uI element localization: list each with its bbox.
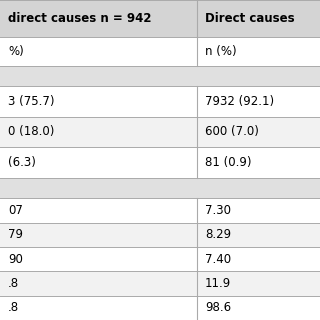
Text: 3 (75.7): 3 (75.7) — [8, 95, 54, 108]
Bar — [0, 223, 320, 247]
Text: 90: 90 — [8, 253, 23, 266]
Text: %): %) — [8, 45, 24, 58]
Text: 600 (7.0): 600 (7.0) — [205, 125, 259, 139]
Text: 81 (0.9): 81 (0.9) — [205, 156, 251, 169]
Text: 07: 07 — [8, 204, 23, 217]
Bar — [0, 178, 320, 198]
Bar — [0, 0, 320, 37]
Bar — [0, 296, 320, 320]
Text: direct causes n = 942: direct causes n = 942 — [8, 12, 151, 25]
Text: 8.29: 8.29 — [205, 228, 231, 241]
Bar — [0, 117, 320, 147]
Bar — [0, 247, 320, 271]
Text: .8: .8 — [8, 277, 19, 290]
Text: 7.30: 7.30 — [205, 204, 231, 217]
Bar — [0, 147, 320, 178]
Text: 0 (18.0): 0 (18.0) — [8, 125, 54, 139]
Bar — [0, 37, 320, 66]
Text: 98.6: 98.6 — [205, 301, 231, 314]
Text: 7932 (92.1): 7932 (92.1) — [205, 95, 274, 108]
Text: 11.9: 11.9 — [205, 277, 231, 290]
Bar — [0, 66, 320, 86]
Text: n (%): n (%) — [205, 45, 236, 58]
Bar — [0, 271, 320, 296]
Text: 79: 79 — [8, 228, 23, 241]
Text: (6.3): (6.3) — [8, 156, 36, 169]
Bar — [0, 198, 320, 223]
Text: .8: .8 — [8, 301, 19, 314]
Text: 7.40: 7.40 — [205, 253, 231, 266]
Bar — [0, 86, 320, 117]
Text: Direct causes: Direct causes — [205, 12, 294, 25]
